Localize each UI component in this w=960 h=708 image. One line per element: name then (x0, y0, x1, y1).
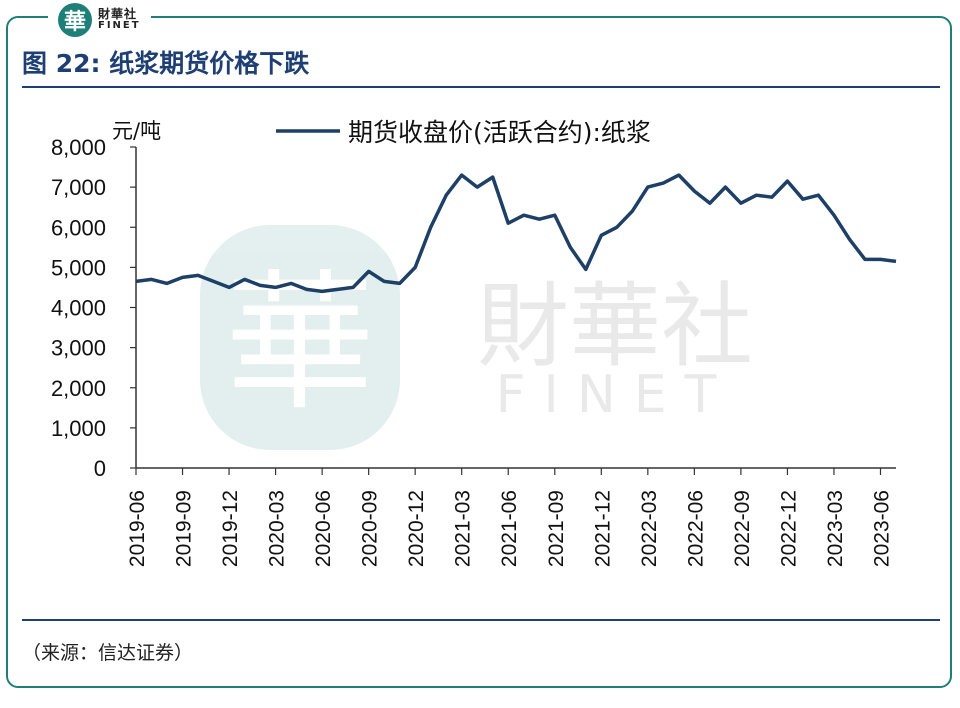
footer-divider (22, 619, 940, 621)
y-tick-label: 6,000 (51, 215, 106, 240)
source-note: （来源：信达证券） (22, 642, 194, 664)
y-axis-unit-label: 元/吨 (112, 119, 161, 143)
axes: 0 1,000 2,000 3,000 4,000 5,000 6,000 7,000 8,00… (51, 119, 896, 567)
x-tick-label: 2023-06 (870, 490, 893, 567)
y-tick-label: 5,000 (51, 255, 106, 280)
logo-chinese-name: 財華社 (98, 7, 138, 21)
y-tick-label: 4,000 (51, 296, 106, 321)
watermark-chinese: 財華社 (477, 273, 753, 380)
x-tick-label: 2021-09 (545, 490, 568, 567)
y-tick-label: 0 (94, 456, 106, 481)
x-tick-label: 2022-09 (731, 490, 754, 567)
x-tick-label: 2021-12 (591, 490, 614, 567)
x-tick-label: 2021-03 (452, 490, 475, 567)
watermark: 華 財華社 FINET (200, 225, 753, 450)
x-tick-label: 2022-03 (638, 490, 661, 567)
logo-mark-icon: 華 (58, 3, 92, 37)
title-divider (22, 86, 940, 88)
x-tick-label: 2020-12 (405, 490, 428, 567)
x-tick-label: 2020-03 (266, 490, 289, 567)
y-tick-label: 7,000 (51, 175, 106, 200)
x-tick-label: 2021-06 (498, 490, 521, 567)
figure-frame (6, 16, 952, 688)
y-tick-label: 3,000 (51, 336, 106, 361)
y-tick-label: 2,000 (51, 376, 106, 401)
legend: 期货收盘价(活跃合约):纸浆 (276, 118, 651, 147)
x-tick-label: 2019-09 (173, 490, 196, 567)
watermark-seal-char: 華 (225, 257, 375, 431)
x-tick-label: 2022-06 (684, 490, 707, 567)
watermark-english: FINET (496, 365, 735, 425)
x-tick-label: 2023-03 (824, 490, 847, 567)
x-tick-label: 2022-12 (777, 490, 800, 567)
x-tick-label: 2019-06 (126, 490, 149, 567)
x-tick-label: 2020-06 (312, 490, 335, 567)
x-tick-label: 2020-09 (359, 490, 382, 567)
logo-english-name: FINET (98, 20, 141, 31)
legend-label: 期货收盘价(活跃合约):纸浆 (348, 118, 651, 147)
finet-logo: 華 財華社 FINET (48, 0, 151, 40)
logo-text: 財華社 FINET (98, 8, 141, 32)
series-line (135, 173, 897, 294)
y-tick-label: 8,000 (51, 135, 106, 160)
figure-title: 图 22: 纸浆期货价格下跌 (22, 49, 310, 78)
y-tick-label: 1,000 (51, 416, 106, 441)
x-tick-label: 2019-12 (219, 490, 242, 567)
